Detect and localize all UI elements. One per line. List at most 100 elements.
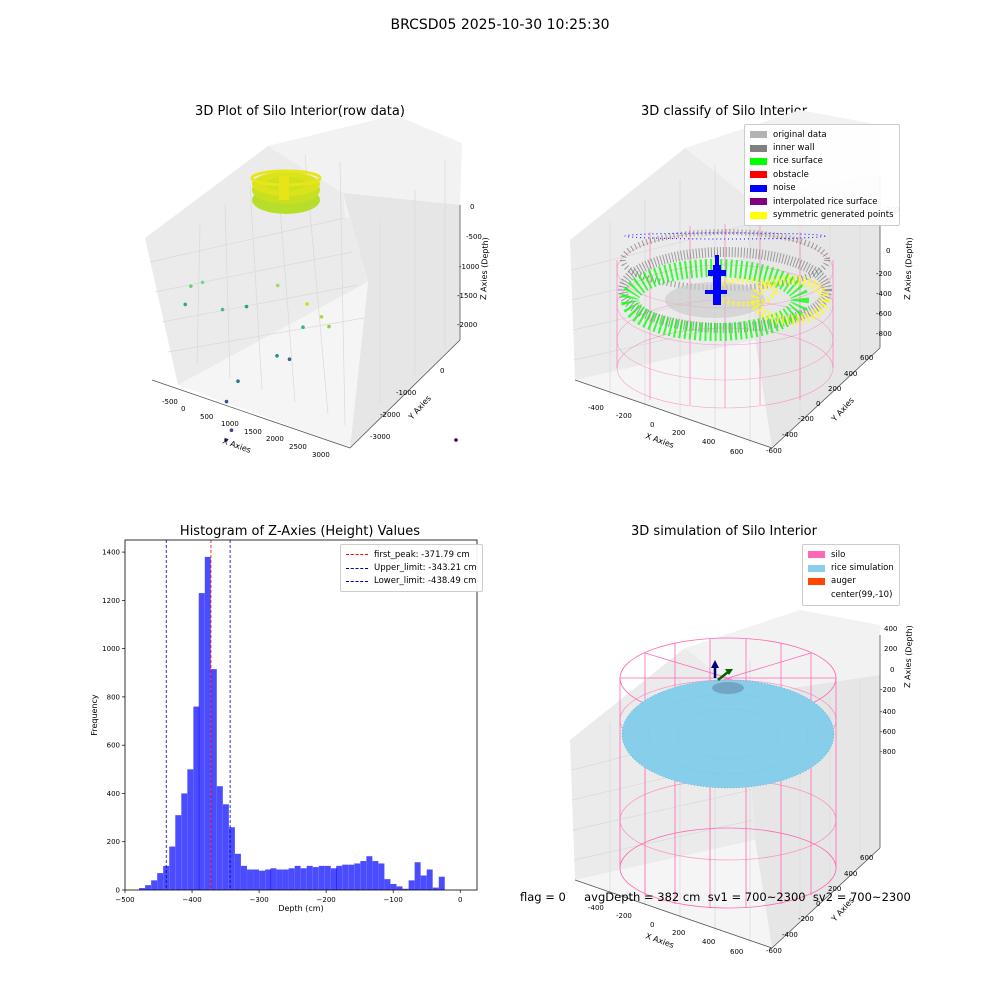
scatter-point bbox=[301, 325, 305, 330]
plot4-ztick-label: 0 bbox=[890, 666, 894, 674]
plot1-title: 3D Plot of Silo Interior(row data) bbox=[195, 104, 405, 119]
histogram-bar bbox=[312, 867, 319, 890]
histogram-xtick-label: −400 bbox=[182, 896, 201, 904]
legend-label: rice simulation bbox=[831, 563, 894, 574]
plot4-ytick-label: 200 bbox=[828, 885, 841, 893]
plot2-ztick-label: -600 bbox=[876, 310, 892, 318]
histogram-bar bbox=[426, 869, 433, 890]
histogram-bar bbox=[408, 880, 415, 890]
histogram-ytick-label: 600 bbox=[107, 742, 120, 750]
histogram-bar bbox=[175, 815, 182, 890]
histogram-bar bbox=[145, 885, 152, 890]
legend-label: obstacle bbox=[773, 169, 809, 180]
plot4-x-ticks: -400 -200 0 200 400 600 bbox=[588, 904, 743, 956]
histogram-bar bbox=[396, 886, 403, 890]
histogram-bar bbox=[157, 873, 164, 890]
plot2-title: 3D classify of Silo Interior bbox=[640, 104, 808, 119]
histogram-bar bbox=[432, 887, 439, 890]
plot4-ytick-label: 0 bbox=[816, 900, 820, 908]
histogram-bar bbox=[342, 864, 349, 890]
histogram-bar bbox=[151, 880, 158, 890]
histogram-ytick-label: 1200 bbox=[102, 597, 120, 605]
legend-item-center: center(99,-10) bbox=[808, 588, 894, 601]
histogram-bar bbox=[306, 865, 313, 890]
scatter-point bbox=[224, 438, 228, 442]
legend-label: auger bbox=[831, 576, 856, 587]
plot2-ztick-label: -400 bbox=[876, 290, 892, 298]
histogram-ytick-label: 200 bbox=[107, 838, 120, 846]
histogram-ylabel: Frequency bbox=[90, 694, 99, 736]
scatter-point bbox=[319, 315, 324, 319]
plot2-noise-cluster bbox=[624, 232, 826, 305]
plot4-ytick-label: 400 bbox=[844, 870, 857, 878]
plot2-ytick-label: -400 bbox=[782, 431, 798, 439]
plot2-ytick-label: -600 bbox=[766, 447, 782, 455]
scatter-point bbox=[275, 283, 280, 288]
legend-swatch bbox=[808, 577, 825, 585]
plot1-ytick-label: -2000 bbox=[380, 411, 400, 419]
plot1-xtick-label: 2000 bbox=[266, 435, 284, 443]
plot4-gridlines bbox=[571, 660, 861, 943]
histogram-bar bbox=[187, 769, 194, 890]
plot2-xtick-label: 200 bbox=[672, 429, 685, 437]
legend-label: interpolated rice surface bbox=[773, 196, 878, 207]
histogram-bar bbox=[414, 862, 421, 890]
legend-item-rice-surface: rice surface bbox=[750, 155, 894, 168]
plot1-xlabel: X Axies bbox=[221, 436, 252, 455]
histogram-bar bbox=[282, 869, 289, 890]
plot1-z-ticks: 0 -500 -1000 -1500 -2000 bbox=[457, 203, 482, 329]
histogram-bar bbox=[402, 888, 409, 890]
scatter-point bbox=[224, 399, 229, 404]
histogram-bars bbox=[139, 556, 445, 890]
plot4-xtick-label: 400 bbox=[702, 938, 715, 946]
plot1-x-ticks: -500 0 500 1000 1500 2000 2500 3000 bbox=[162, 398, 330, 459]
histogram-bar bbox=[253, 869, 260, 890]
plot4-zlabel: Z Axies (Depth) bbox=[903, 625, 914, 688]
legend-item-obstacle: obstacle bbox=[750, 168, 894, 181]
histogram-ytick-label: 800 bbox=[107, 693, 120, 701]
legend-item-noise: noise bbox=[750, 182, 894, 195]
plot2-xtick-label: 0 bbox=[650, 421, 654, 429]
plot4-ytick-label: -200 bbox=[798, 915, 814, 923]
legend-label: noise bbox=[773, 183, 796, 194]
histogram-bar bbox=[330, 868, 337, 890]
histogram-bar bbox=[216, 786, 223, 890]
legend-item-silo: silo bbox=[808, 548, 894, 561]
figure-title: BRCSD05 2025-10-30 10:25:30 bbox=[390, 17, 610, 33]
status-footer: flag = 0 avgDepth = 382 cm sv1 = 700~230… bbox=[520, 890, 911, 904]
scatter-point bbox=[287, 357, 292, 362]
legend-line bbox=[346, 567, 368, 569]
legend-label: rice surface bbox=[773, 156, 823, 167]
histogram-bar bbox=[228, 827, 235, 890]
histogram-bar bbox=[247, 869, 253, 890]
legend-label: original data bbox=[773, 129, 827, 140]
scatter-point bbox=[327, 324, 331, 329]
histogram-bar bbox=[300, 868, 307, 890]
legend-swatch bbox=[808, 591, 825, 598]
legend-label: silo bbox=[831, 549, 846, 560]
plot4-legend: silo rice simulation auger center(99,-10… bbox=[802, 544, 900, 606]
plot1-ztick-label: -1000 bbox=[459, 263, 479, 271]
plot2-ztick-label: -800 bbox=[876, 330, 892, 338]
plot2-xtick-label: 400 bbox=[702, 438, 715, 446]
plot4-ztick-label: -400 bbox=[880, 708, 896, 716]
histogram-bar bbox=[204, 556, 211, 890]
histogram-reference-lines bbox=[165, 540, 231, 890]
histogram-xtick-label: 0 bbox=[458, 896, 462, 904]
scatter-point bbox=[189, 284, 193, 288]
legend-swatch bbox=[750, 184, 767, 192]
plot4-title: 3D simulation of Silo Interior bbox=[631, 524, 817, 539]
plot4-auger-arrows bbox=[711, 660, 733, 681]
histogram-bar bbox=[193, 706, 200, 890]
plot1-xtick-label: 0 bbox=[181, 405, 185, 413]
histogram-bar bbox=[294, 865, 301, 890]
plot1-axes bbox=[151, 205, 461, 449]
legend-line bbox=[346, 554, 368, 556]
histogram-xtick-label: −500 bbox=[115, 896, 134, 904]
plot1-xtick-label: 2500 bbox=[289, 443, 307, 451]
plot4-y-ticks: 600 400 200 0 -200 -400 -600 bbox=[766, 854, 873, 955]
legend-item-symmetric-generated-points: symmetric generated points bbox=[750, 208, 894, 221]
plot1-ztick-label: -500 bbox=[466, 233, 482, 241]
histogram-bar bbox=[234, 853, 241, 890]
histogram-bar bbox=[384, 879, 391, 890]
